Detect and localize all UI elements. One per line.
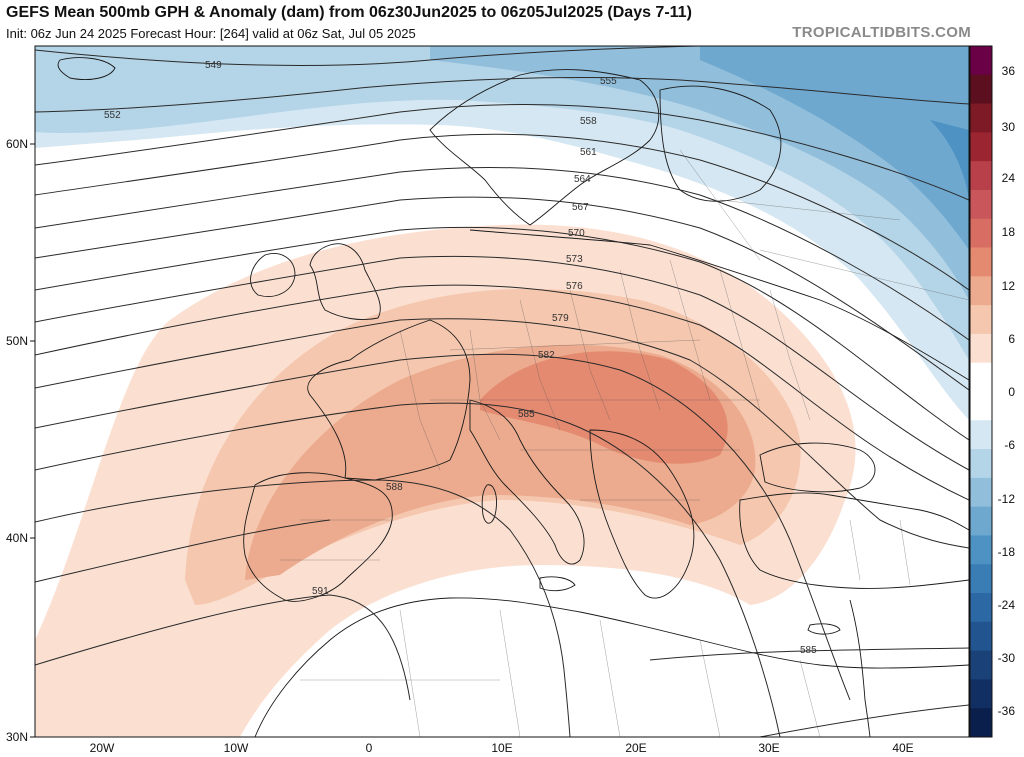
colorbar-swatch [970, 74, 992, 105]
colorbar-label: 18 [1002, 225, 1016, 239]
colorbar-labels: 36 30 24 18 12 6 0 -6 -12 -18 -24 -30 -3… [998, 64, 1016, 718]
lat-label: 50N [6, 334, 28, 348]
contour-label-group: 549 552 555 558 561 564 567 570 573 576 … [104, 60, 817, 656]
lat-label: 30N [6, 730, 28, 744]
colorbar-swatch [970, 161, 992, 191]
map-frame [34, 45, 970, 738]
colorbar-swatch [970, 362, 992, 392]
lon-label: 40E [892, 741, 913, 755]
colorbar-swatch [970, 46, 992, 76]
colorbar-swatch [970, 650, 992, 680]
map-plot-area: 549 552 555 558 561 564 567 570 573 576 … [35, 46, 969, 737]
colorbar-label: -18 [998, 545, 1016, 559]
lon-label: 0 [366, 741, 373, 755]
colorbar-swatch [970, 621, 992, 652]
colorbar-label: 0 [1008, 385, 1015, 399]
lat-labels: 60N 50N 40N 30N [6, 137, 28, 744]
contour-label: 570 [568, 228, 585, 239]
colorbar-swatch [970, 564, 992, 594]
contour-label: 582 [538, 350, 555, 361]
contour-label: 573 [566, 254, 583, 265]
brand-watermark: TROPICALTIDBITS.COM [792, 24, 971, 41]
contour-label: 588 [386, 482, 403, 493]
contour-label: 558 [580, 116, 597, 127]
contour-label: 567 [572, 202, 589, 213]
contour-label: 561 [580, 147, 597, 158]
colorbar-swatch [970, 449, 992, 479]
height-contours [35, 46, 969, 737]
lat-label: 40N [6, 531, 28, 545]
colorbar-label: 30 [1002, 120, 1016, 134]
lon-label: 20W [90, 741, 115, 755]
colorbar-label: -12 [998, 492, 1016, 506]
colorbar-swatch [970, 477, 992, 508]
colorbar-label: -6 [1004, 438, 1015, 452]
colorbar-swatch [970, 535, 992, 565]
lat-label: 60N [6, 137, 28, 151]
contour-label: 549 [205, 60, 222, 71]
colorbar-swatch [970, 218, 992, 249]
colorbar-label: 24 [1002, 171, 1016, 185]
colorbar-label: 6 [1008, 332, 1015, 346]
colorbar-swatch [970, 189, 992, 220]
colorbar-swatch [970, 391, 992, 421]
negative-anomaly-shading [35, 46, 969, 420]
contour-label: 552 [104, 110, 121, 121]
contour-label: 564 [574, 174, 591, 185]
lon-label: 30E [758, 741, 779, 755]
colorbar-swatch [970, 103, 992, 133]
colorbar-label: -36 [998, 704, 1016, 718]
contour-label: 585 [518, 409, 535, 420]
contour-label: 555 [600, 76, 617, 87]
lat-ticks [30, 143, 35, 738]
contour-label: 585 [800, 645, 817, 656]
colorbar-swatch [970, 276, 992, 306]
colorbar-label: 36 [1002, 64, 1016, 78]
contour-label: 579 [552, 313, 569, 324]
init-forecast-line: Init: 06z Jun 24 2025 Forecast Hour: [26… [6, 26, 416, 41]
chart-title: GEFS Mean 500mb GPH & Anomaly (dam) from… [6, 4, 692, 21]
colorbar-label: -24 [998, 598, 1016, 612]
lon-label: 10E [491, 741, 512, 755]
colorbar-swatch [970, 420, 992, 450]
colorbar-swatch [970, 247, 992, 277]
colorbar-swatch [970, 305, 992, 335]
colorbar-frame [969, 45, 993, 738]
lon-label: 10W [224, 741, 249, 755]
lon-labels: 20W 10W 0 10E 20E 30E 40E [90, 741, 914, 755]
anomaly-colorbar [969, 45, 993, 738]
colorbar-swatch [970, 132, 992, 162]
country-borders [280, 149, 969, 737]
colorbar-swatch [970, 593, 992, 623]
colorbar-swatch [970, 333, 992, 364]
colorbar-label: 12 [1002, 279, 1016, 293]
contour-label: 591 [312, 586, 329, 597]
colorbar-swatch [970, 708, 992, 738]
colorbar-swatch [970, 506, 992, 536]
colorbar-swatch [970, 679, 992, 709]
lon-label: 20E [625, 741, 646, 755]
colorbar-label: -30 [998, 651, 1016, 665]
contour-label: 576 [566, 281, 583, 292]
